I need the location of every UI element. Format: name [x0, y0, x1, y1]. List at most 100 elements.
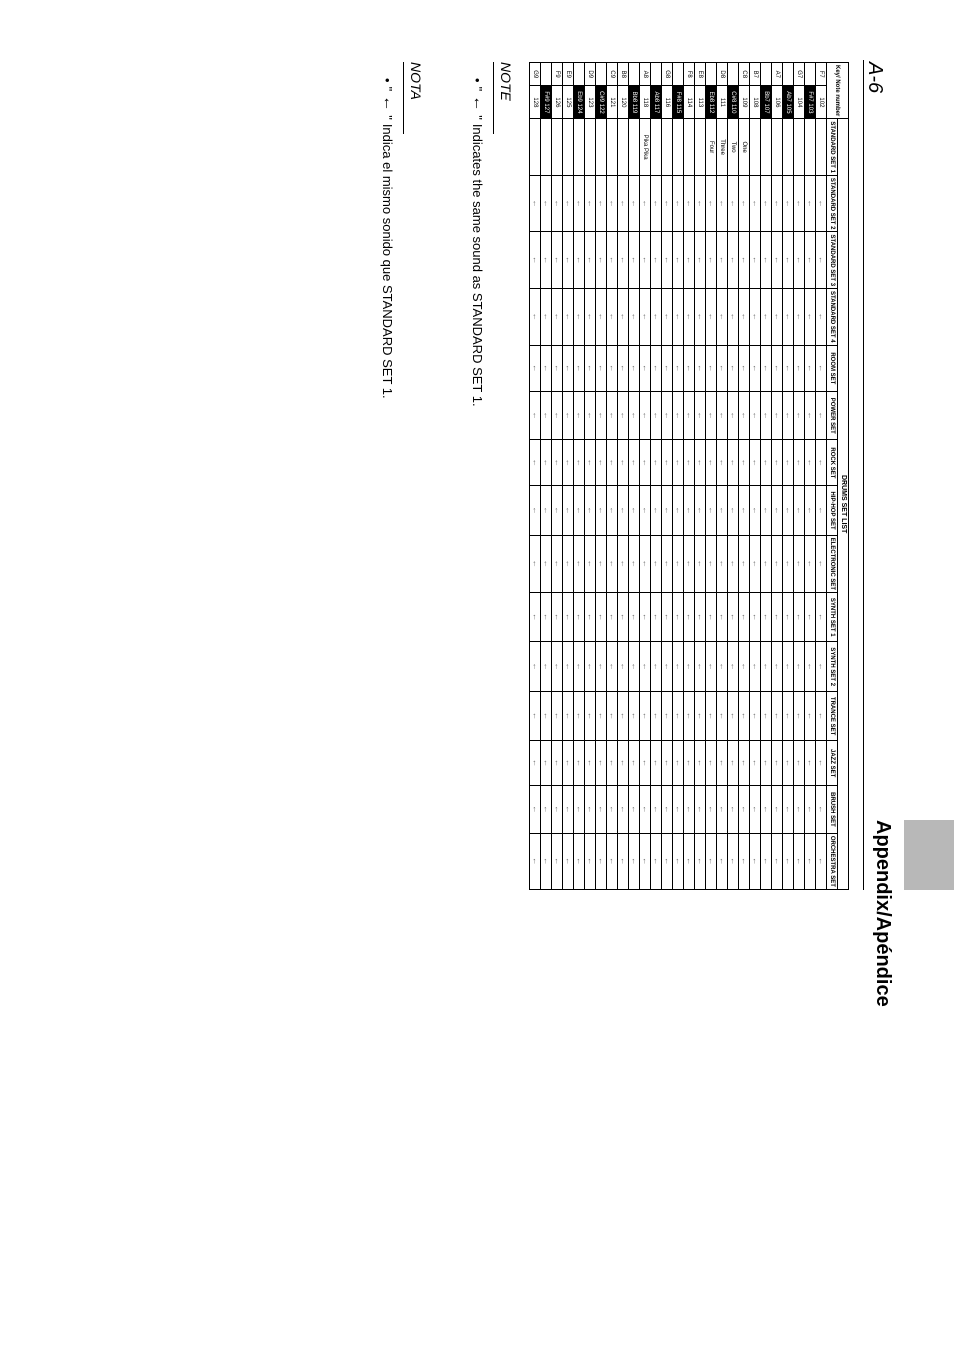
data-cell: ←: [673, 535, 684, 592]
table-title: DRUMS SET LIST: [838, 119, 849, 890]
note-divider-en: [493, 62, 494, 134]
data-cell: ←: [596, 175, 607, 232]
data-cell: ←: [574, 741, 585, 786]
data-cell: ←: [552, 691, 563, 740]
data-cell: ←: [640, 642, 651, 691]
data-cell: ←: [618, 289, 629, 346]
data-cell: ←: [618, 691, 629, 740]
data-cell: ←: [750, 175, 761, 232]
data-cell: ←: [607, 741, 618, 786]
data-cell: ←: [651, 486, 662, 535]
data-cell: ←: [629, 440, 640, 486]
data-cell: ←: [541, 392, 552, 440]
data-cell: ←: [662, 642, 673, 691]
data-cell: ←: [596, 440, 607, 486]
data-cell: ←: [607, 392, 618, 440]
note-cell: Bb7 107: [761, 86, 772, 119]
data-cell: ←: [640, 833, 651, 889]
data-cell: ←: [816, 232, 827, 289]
note-cell: C#8 110: [728, 86, 739, 119]
data-cell: ←: [816, 175, 827, 232]
data-cell: ←: [662, 741, 673, 786]
data-cell: ←: [552, 345, 563, 392]
table-row: F7102←←←←←←←←←←←←←←: [816, 63, 827, 890]
data-cell: ←: [640, 175, 651, 232]
key-cell: F9: [552, 63, 563, 86]
key-cell: E8: [695, 63, 706, 86]
data-cell: ←: [717, 232, 728, 289]
table-row: F9126←←←←←←←←←←←←←←: [552, 63, 563, 890]
data-cell: ←: [695, 741, 706, 786]
data-cell: ←: [772, 289, 783, 346]
data-cell: [673, 119, 684, 176]
data-cell: ←: [783, 786, 794, 834]
data-cell: ←: [651, 642, 662, 691]
note-bullet: •: [471, 78, 486, 83]
data-cell: ←: [816, 486, 827, 535]
data-cell: [574, 119, 585, 176]
data-cell: ←: [662, 833, 673, 889]
data-cell: ←: [684, 440, 695, 486]
key-cell: [541, 63, 552, 86]
data-cell: ←: [640, 786, 651, 834]
data-cell: ←: [750, 486, 761, 535]
data-cell: ←: [750, 593, 761, 642]
key-cell: C8: [739, 63, 750, 86]
key-cell: A8: [640, 63, 651, 86]
data-cell: ←: [706, 486, 717, 535]
data-cell: ←: [618, 593, 629, 642]
data-cell: ←: [772, 345, 783, 392]
data-cell: ←: [585, 345, 596, 392]
data-cell: ←: [684, 691, 695, 740]
data-cell: ←: [739, 786, 750, 834]
data-cell: ←: [574, 486, 585, 535]
key-cell: [574, 63, 585, 86]
header-tab: [904, 820, 954, 890]
data-cell: ←: [695, 786, 706, 834]
data-cell: ←: [772, 593, 783, 642]
data-cell: ←: [651, 593, 662, 642]
data-cell: ←: [640, 440, 651, 486]
data-cell: ←: [574, 535, 585, 592]
data-cell: ←: [816, 345, 827, 392]
data-cell: ←: [574, 232, 585, 289]
data-cell: ←: [706, 642, 717, 691]
data-cell: ←: [816, 440, 827, 486]
data-cell: ←: [607, 833, 618, 889]
data-cell: ←: [629, 232, 640, 289]
note-cell: 114: [684, 86, 695, 119]
data-cell: ←: [717, 833, 728, 889]
note-cell: 108: [750, 86, 761, 119]
data-cell: ←: [805, 175, 816, 232]
column-header: HIP-HOP SET: [827, 486, 838, 535]
data-cell: ←: [728, 786, 739, 834]
data-cell: ←: [574, 833, 585, 889]
data-cell: ←: [563, 440, 574, 486]
page-number: A-6: [863, 62, 886, 93]
data-cell: ←: [541, 535, 552, 592]
data-cell: ←: [563, 691, 574, 740]
table-row: G7104←←←←←←←←←←←←←←: [794, 63, 805, 890]
table-row: F8114←←←←←←←←←←←←←←: [684, 63, 695, 890]
data-cell: ←: [662, 786, 673, 834]
data-cell: ←: [783, 486, 794, 535]
data-cell: ←: [563, 392, 574, 440]
data-cell: ←: [607, 345, 618, 392]
data-cell: ←: [761, 232, 772, 289]
data-cell: [530, 119, 541, 176]
data-cell: [750, 119, 761, 176]
note-quote-open: ": [381, 87, 396, 92]
data-cell: [816, 119, 827, 176]
data-cell: ←: [552, 440, 563, 486]
data-cell: ←: [706, 593, 717, 642]
data-cell: ←: [574, 440, 585, 486]
data-cell: ←: [563, 345, 574, 392]
data-cell: ←: [673, 232, 684, 289]
data-cell: ←: [541, 691, 552, 740]
data-cell: ←: [805, 289, 816, 346]
note-cell: Ab8 117: [651, 86, 662, 119]
column-header: SYNTH SET 2: [827, 642, 838, 691]
data-cell: ←: [651, 392, 662, 440]
note-cell: 106: [772, 86, 783, 119]
key-cell: [761, 63, 772, 86]
